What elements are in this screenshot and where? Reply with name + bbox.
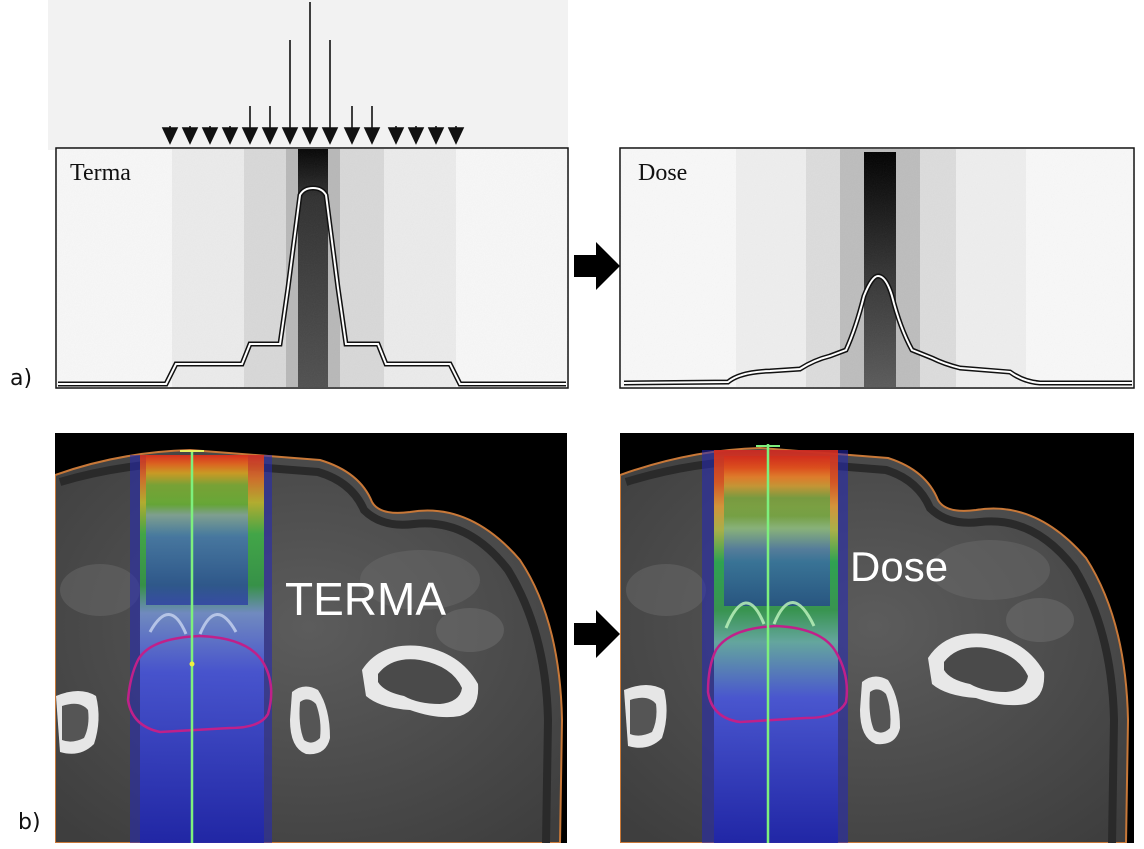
terma-box [55, 147, 569, 389]
target-contour [126, 634, 273, 734]
dose-box [619, 147, 1135, 389]
terma-label: Terma [70, 160, 131, 186]
terma-ct-image [55, 433, 567, 843]
target-contour [706, 624, 849, 724]
panel-b-graphics [55, 433, 1134, 843]
terma-ct-label: TERMA [285, 573, 446, 625]
right-arrow-icon [574, 242, 620, 290]
dose-ct-image [620, 433, 1134, 843]
beamlet-arrows [161, 2, 465, 145]
dose-ct-label: Dose [850, 543, 949, 590]
dose-label: Dose [638, 160, 688, 186]
right-arrow-icon [574, 610, 620, 658]
panel-a-graphics [48, 0, 1135, 389]
panel-a-label: a) [10, 366, 33, 391]
panel-b-label: b) [18, 810, 41, 835]
down-arrow-icon [161, 126, 465, 145]
